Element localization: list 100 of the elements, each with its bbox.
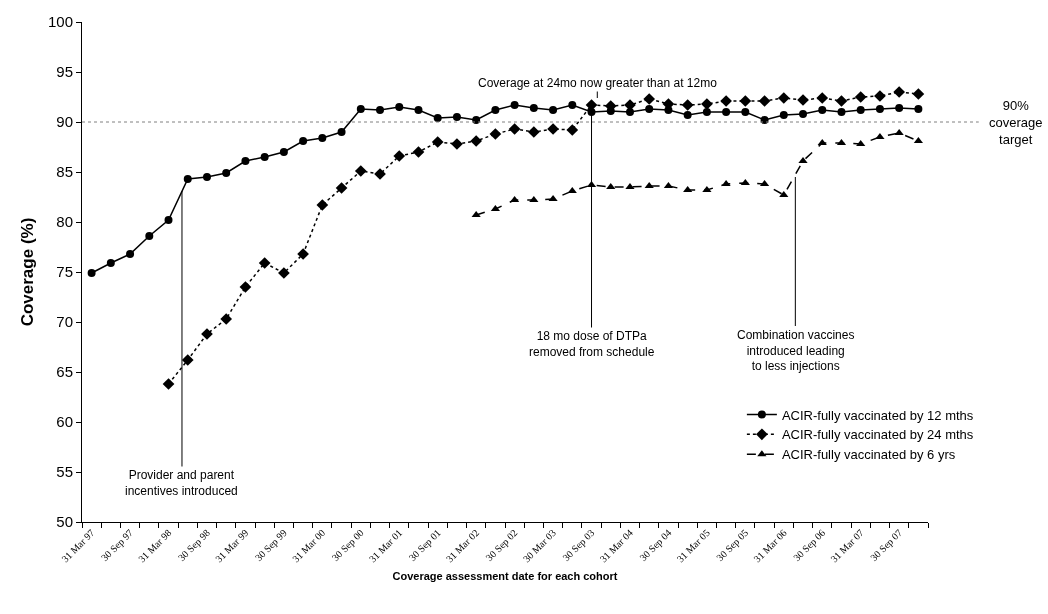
point <box>777 92 790 104</box>
point <box>162 378 175 390</box>
point <box>527 126 540 138</box>
y-tick-label: 85 <box>56 163 73 181</box>
point <box>643 93 656 105</box>
y-tick-label: 70 <box>56 313 73 331</box>
x-tick-label: 30 Sep 03 <box>560 527 597 564</box>
point <box>181 354 194 366</box>
x-tick-label: 30 Sep 97 <box>98 527 136 564</box>
x-axis-title: Coverage assessment date for each cohort <box>392 569 618 582</box>
legend-label: ACIR-fully vaccinated by 6 yrs <box>781 447 956 463</box>
x-tick-label: 30 Sep 07 <box>868 527 905 564</box>
x-tick-label: 31 Mar 98 <box>136 527 174 565</box>
point <box>529 104 538 112</box>
point <box>818 106 827 114</box>
point <box>681 99 694 111</box>
x-tick-label: 30 Sep 98 <box>175 527 212 564</box>
point <box>126 250 135 258</box>
point <box>854 91 867 103</box>
point <box>893 86 906 98</box>
annotation: Provider and parent incentives introduced <box>125 468 238 498</box>
point <box>739 95 752 107</box>
point <box>220 313 233 325</box>
y-axis-title: Coverage (%) <box>17 217 37 327</box>
point <box>354 165 367 177</box>
annotation: Combination vaccines introduced leading to less injections <box>737 328 855 374</box>
point <box>414 106 423 114</box>
x-tick-label: 31 Mar 06 <box>751 527 789 565</box>
point <box>393 150 406 162</box>
point <box>875 105 884 113</box>
point <box>508 123 521 135</box>
point <box>914 105 923 113</box>
point <box>260 153 269 161</box>
point <box>335 182 348 194</box>
x-tick-label: 31 Mar 07 <box>828 527 866 565</box>
point <box>568 101 577 109</box>
point <box>489 128 502 140</box>
annotation: Coverage at 24mo now greater than at 12mo <box>478 76 718 90</box>
point <box>645 105 654 113</box>
x-tick-label: 31 Mar 00 <box>290 527 328 565</box>
y-tick-label: 90 <box>56 113 73 131</box>
point <box>337 128 346 136</box>
x-tick-label: 31 Mar 04 <box>597 527 635 565</box>
point <box>683 111 692 119</box>
point <box>299 137 308 145</box>
x-tick-label: 31 Mar 05 <box>674 527 712 565</box>
point <box>912 88 925 100</box>
x-tick-label: 30 Sep 00 <box>329 527 366 564</box>
y-tick-label: 100 <box>47 13 73 31</box>
ref-line-label: 90% coverage target <box>989 98 1043 147</box>
point <box>412 146 425 158</box>
point <box>279 148 288 156</box>
y-tick-label: 75 <box>56 263 73 281</box>
x-tick-label: 30 Sep 01 <box>406 527 443 564</box>
x-tick-label: 30 Sep 02 <box>483 527 520 564</box>
point <box>779 111 788 119</box>
point <box>549 106 558 114</box>
x-tick-label: 30 Mar 03 <box>520 527 559 565</box>
x-tick-label: 30 Sep 06 <box>791 527 828 564</box>
annotation: 18 mo dose of DTPa removed from schedule <box>529 329 655 359</box>
point <box>431 136 444 148</box>
x-tick-label: 30 Sep 04 <box>637 527 674 564</box>
point <box>895 104 904 112</box>
point <box>106 259 115 267</box>
point <box>145 232 154 240</box>
x-tick-label: 30 Sep 99 <box>252 527 289 564</box>
point <box>856 106 865 114</box>
y-tick-label: 55 <box>56 463 73 481</box>
point <box>239 281 252 293</box>
point <box>316 199 329 211</box>
point <box>356 105 365 113</box>
y-tick-label: 80 <box>56 213 73 231</box>
point <box>183 175 192 183</box>
point <box>376 106 385 114</box>
point <box>510 101 519 109</box>
point <box>816 92 829 104</box>
x-tick-label: 30 Sep 05 <box>714 527 751 564</box>
y-tick-label: 60 <box>56 413 73 431</box>
point <box>799 110 808 118</box>
legend-label: ACIR-fully vaccinated by 24 mths <box>781 427 974 443</box>
y-tick-label: 65 <box>56 363 73 381</box>
point <box>395 103 404 111</box>
point <box>87 269 96 277</box>
legend-label: ACIR-fully vaccinated by 12 mths <box>781 407 974 423</box>
point <box>835 95 848 107</box>
point <box>722 108 731 116</box>
point <box>837 108 846 116</box>
point <box>318 134 327 142</box>
x-tick-label: 31 Mar 01 <box>366 527 405 565</box>
point <box>241 157 250 165</box>
point <box>222 169 231 177</box>
point <box>202 173 211 181</box>
point <box>164 216 173 224</box>
point <box>491 106 500 114</box>
point <box>741 108 750 116</box>
x-tick-label: 31 Mar 99 <box>213 527 251 565</box>
point <box>452 113 461 121</box>
y-tick-label: 95 <box>56 63 73 81</box>
point <box>702 108 711 116</box>
point <box>433 114 442 122</box>
